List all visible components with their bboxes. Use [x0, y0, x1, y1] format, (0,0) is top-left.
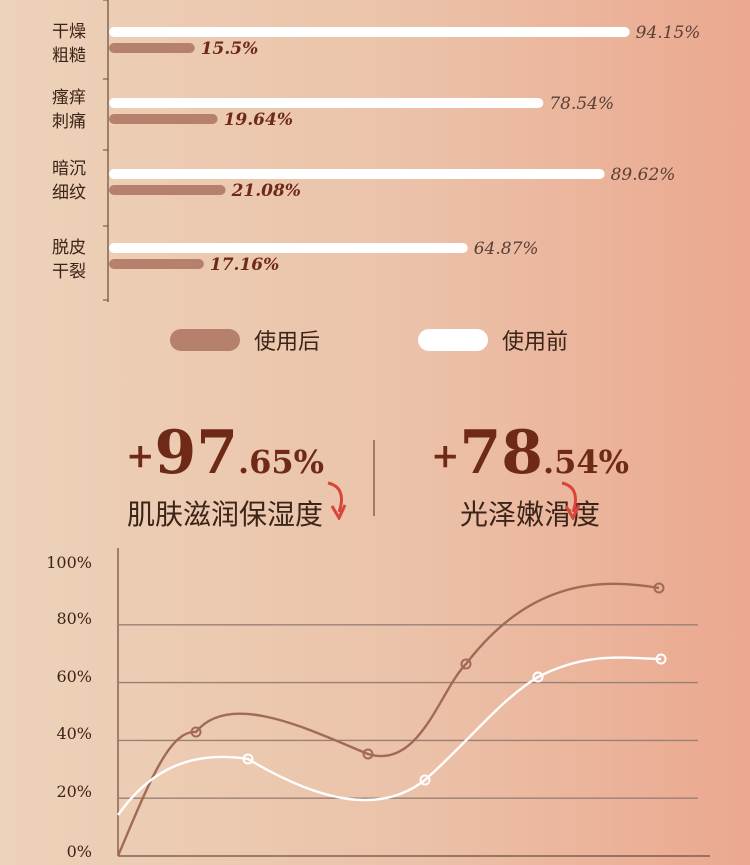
- y-tick-label: 60%: [56, 667, 92, 686]
- legend-after: 使用后: [170, 326, 321, 355]
- bar-value-label: 78.54%: [549, 94, 614, 114]
- stat-moisture-value: +97.65%: [125, 418, 325, 488]
- stat-moisture: +97.65% 肌肤滋润保湿度: [80, 418, 370, 533]
- category-label: 暗沉 细纹: [52, 159, 86, 203]
- data-point: [190, 726, 202, 738]
- category-label: 瘙痒 刺痛: [52, 88, 86, 132]
- y-tick-label: 80%: [56, 609, 92, 628]
- data-point: [532, 671, 544, 683]
- bar-value-label: 64.87%: [474, 239, 539, 259]
- bar-value-label: 89.62%: [611, 165, 676, 185]
- curved-arrow-icon: [327, 481, 347, 520]
- data-point: [460, 658, 472, 670]
- bar-after: [109, 185, 226, 195]
- legend-before-label: 使用前: [502, 330, 569, 355]
- bar-before: [109, 243, 468, 253]
- data-point: [655, 653, 667, 665]
- bar-after: [109, 114, 218, 124]
- y-tick-label: 100%: [46, 553, 92, 572]
- legend-after-swatch: [170, 329, 240, 351]
- stat-smoothness-value: +78.54%: [430, 418, 630, 488]
- bar-after: [109, 259, 204, 269]
- legend-before-swatch: [418, 329, 488, 351]
- line-chart: [116, 548, 710, 857]
- bar-chart: 94.15% 15.5% 78.54% 19.64% 89.62% 21.08% 64.87…: [103, 0, 701, 302]
- y-tick-label: 0%: [66, 842, 92, 861]
- stat-smoothness-caption: 光泽嫩滑度: [459, 498, 600, 531]
- data-point: [242, 753, 254, 765]
- legend-before: 使用前: [418, 326, 569, 355]
- stat-moisture-caption: 肌肤滋润保湿度: [126, 498, 323, 531]
- line-series-2: [117, 656, 662, 816]
- data-point: [653, 582, 665, 594]
- bar-value-label: 15.5%: [201, 39, 259, 59]
- y-tick-label: 20%: [56, 782, 92, 801]
- bar-value-label: 17.16%: [210, 255, 279, 275]
- stat-divider: [373, 440, 375, 516]
- bar-value-label: 19.64%: [224, 110, 293, 130]
- bar-before: [109, 27, 630, 37]
- category-label: 脱皮 干裂: [52, 238, 86, 282]
- stat-smoothness: +78.54% 光泽嫩滑度: [380, 418, 680, 533]
- curved-arrow-icon: [561, 481, 581, 520]
- line-series-1: [116, 582, 660, 857]
- category-label: 干燥 粗糙: [52, 22, 86, 66]
- data-point: [362, 748, 374, 760]
- bar-value-label: 21.08%: [231, 181, 301, 201]
- data-point: [419, 774, 431, 786]
- y-tick-label: 40%: [56, 724, 92, 743]
- bar-before: [109, 169, 605, 179]
- bar-before: [109, 98, 544, 108]
- bar-value-label: 94.15%: [636, 23, 701, 43]
- legend-after-label: 使用后: [254, 330, 321, 355]
- bar-after: [109, 43, 195, 53]
